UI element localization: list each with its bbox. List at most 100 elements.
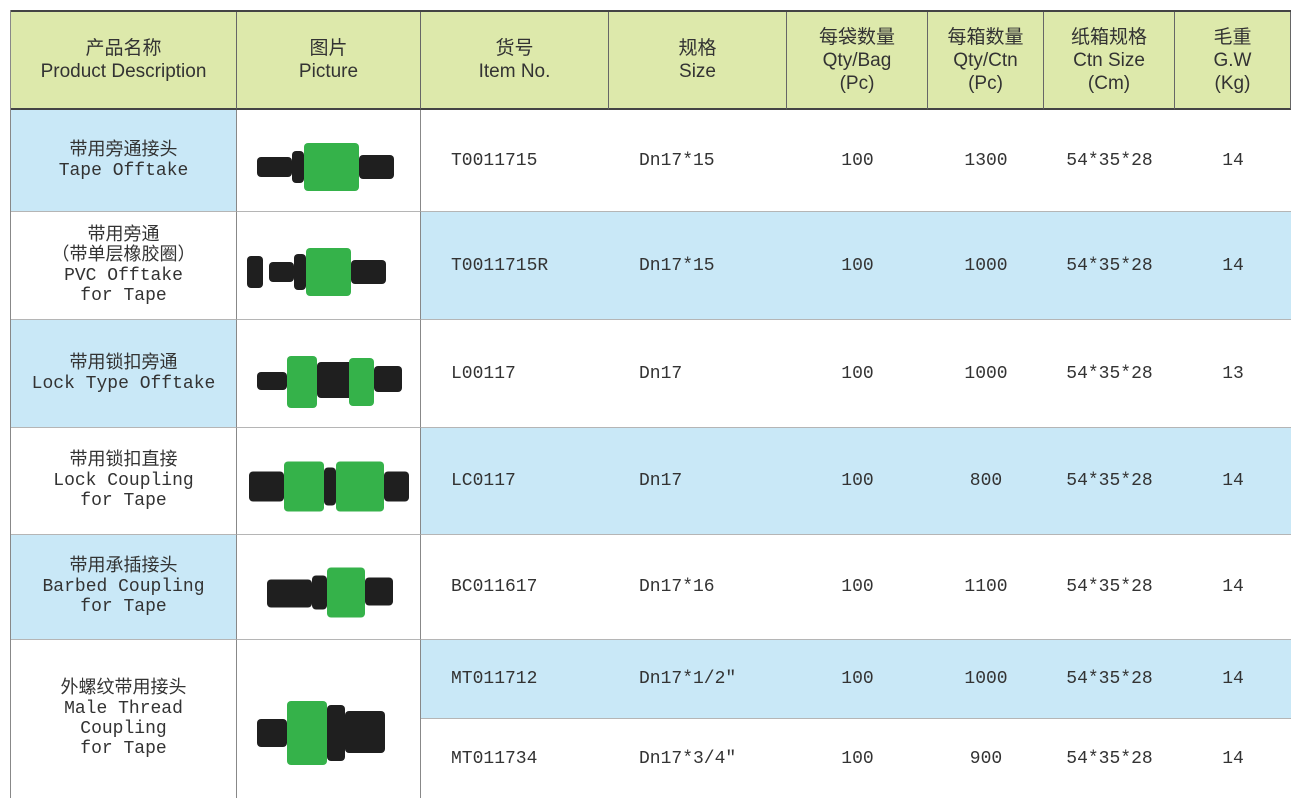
cell-text: T0011715R xyxy=(451,255,549,276)
cell-text: Dn17*15 xyxy=(639,150,715,171)
cell-text: 14 xyxy=(1222,255,1244,276)
cell-text: 54*35*28 xyxy=(1066,471,1153,491)
data-cell: BC011617 xyxy=(421,535,609,640)
cell-text: 100 xyxy=(841,748,874,769)
cell-text: (Pc) xyxy=(839,72,875,94)
cell-text: G.W xyxy=(1213,49,1252,71)
fitting-part xyxy=(292,151,304,183)
data-cell: 100 xyxy=(787,640,928,719)
fitting-part xyxy=(324,467,336,506)
cell-text: Picture xyxy=(298,61,359,82)
fitting-part xyxy=(312,575,327,610)
fitting-part xyxy=(365,577,393,606)
cell-text: 毛重 xyxy=(1213,26,1252,48)
description-cell: 带用承插接头 Barbed Coupling for Tape xyxy=(11,535,237,640)
cell-text: 14 xyxy=(1222,748,1244,769)
data-cell: 54*35*28 xyxy=(1044,535,1175,640)
data-cell: 1100 xyxy=(928,535,1044,640)
cell-text: Male Thread xyxy=(64,699,183,719)
picture-cell xyxy=(237,535,421,640)
fitting-part xyxy=(336,461,384,512)
data-cell: LC0117 xyxy=(421,428,609,535)
cell-text: Product Description xyxy=(40,61,207,82)
cell-text: 图片 xyxy=(309,38,348,59)
cell-text: 带用旁通 xyxy=(87,225,160,246)
data-cell: 1000 xyxy=(928,320,1044,428)
cell-text: LC0117 xyxy=(451,471,516,491)
header-cell: 纸箱规格 Ctn Size (Cm) xyxy=(1044,12,1175,110)
cell-text: 带用承插接头 xyxy=(69,557,178,577)
data-cell: Dn17*3/4″ xyxy=(609,719,787,798)
cell-text: for Tape xyxy=(80,491,167,511)
cell-text: 货号 xyxy=(495,38,534,59)
cell-text: 带用旁通接头 xyxy=(69,140,178,161)
cell-text: (Kg) xyxy=(1214,72,1251,94)
cell-text: 1100 xyxy=(964,577,1008,597)
picture-cell xyxy=(237,320,421,428)
fitting-part xyxy=(384,471,409,502)
cell-text: 100 xyxy=(841,150,874,171)
data-cell: 100 xyxy=(787,110,928,212)
top-border xyxy=(10,10,1291,12)
data-cell: 1000 xyxy=(928,640,1044,719)
cell-text: Dn17*15 xyxy=(639,255,715,276)
cell-text: Dn17 xyxy=(639,471,683,491)
cell-text: 带用锁扣直接 xyxy=(69,451,178,471)
cell-text: 54*35*28 xyxy=(1066,577,1153,597)
fitting-part xyxy=(345,711,385,753)
cell-text: Ctn Size xyxy=(1073,49,1145,71)
fitting-part xyxy=(359,155,394,179)
data-cell: 54*35*28 xyxy=(1044,719,1175,798)
cell-text: 13 xyxy=(1222,363,1244,384)
data-cell: 100 xyxy=(787,719,928,798)
data-cell: Dn17*15 xyxy=(609,212,787,320)
data-cell: 100 xyxy=(787,212,928,320)
data-cell: T0011715R xyxy=(421,212,609,320)
data-cell: 54*35*28 xyxy=(1044,640,1175,719)
data-cell: 1300 xyxy=(928,110,1044,212)
description-cell: 带用旁通 （带单层橡胶圈） PVC Offtake for Tape xyxy=(11,212,237,320)
cell-text: for Tape xyxy=(80,739,167,759)
data-cell: L00117 xyxy=(421,320,609,428)
description-cell: 带用旁通接头 Tape Offtake xyxy=(11,110,237,212)
cell-text: 规格 xyxy=(678,38,717,59)
data-cell: 800 xyxy=(928,428,1044,535)
cell-text: Tape Offtake xyxy=(58,160,189,181)
cell-text: PVC Offtake xyxy=(64,265,183,286)
description-cell: 带用锁扣旁通 Lock Type Offtake xyxy=(11,320,237,428)
cell-text: 54*35*28 xyxy=(1066,748,1153,769)
header-cell: 规格 Size xyxy=(609,12,787,110)
picture-cell xyxy=(237,212,421,320)
fitting-part xyxy=(269,262,294,282)
cell-text: L00117 xyxy=(451,363,516,384)
cell-text: 900 xyxy=(969,748,1003,769)
cell-text: 54*35*28 xyxy=(1066,363,1153,384)
data-cell: Dn17*1/2″ xyxy=(609,640,787,719)
data-cell: 54*35*28 xyxy=(1044,212,1175,320)
data-cell: 14 xyxy=(1175,640,1291,719)
header-cell: 产品名称 Product Description xyxy=(11,12,237,110)
cell-text: Dn17*3/4″ xyxy=(639,748,737,769)
cell-text: (Cm) xyxy=(1087,72,1131,94)
header-cell: 毛重 G.W (Kg) xyxy=(1175,12,1291,110)
picture-cell xyxy=(237,110,421,212)
cell-text: 1000 xyxy=(964,669,1008,689)
data-cell: 14 xyxy=(1175,110,1291,212)
cell-text: Dn17*16 xyxy=(639,577,715,597)
header-cell: 图片 Picture xyxy=(237,12,421,110)
cell-text: 100 xyxy=(841,255,874,276)
data-cell: MT011734 xyxy=(421,719,609,798)
data-cell: MT011712 xyxy=(421,640,609,719)
cell-text: Qty/Ctn xyxy=(953,49,1018,71)
cell-text: BC011617 xyxy=(451,577,538,597)
fitting-part xyxy=(257,372,287,390)
fitting-part xyxy=(304,143,359,191)
fitting-part xyxy=(374,366,402,392)
fitting-part xyxy=(349,358,374,406)
fitting-part xyxy=(257,157,292,177)
data-cell: 100 xyxy=(787,320,928,428)
data-cell: 13 xyxy=(1175,320,1291,428)
data-cell: 1000 xyxy=(928,212,1044,320)
cell-text: 带用锁扣旁通 xyxy=(69,353,178,374)
cell-text: 100 xyxy=(841,577,874,597)
